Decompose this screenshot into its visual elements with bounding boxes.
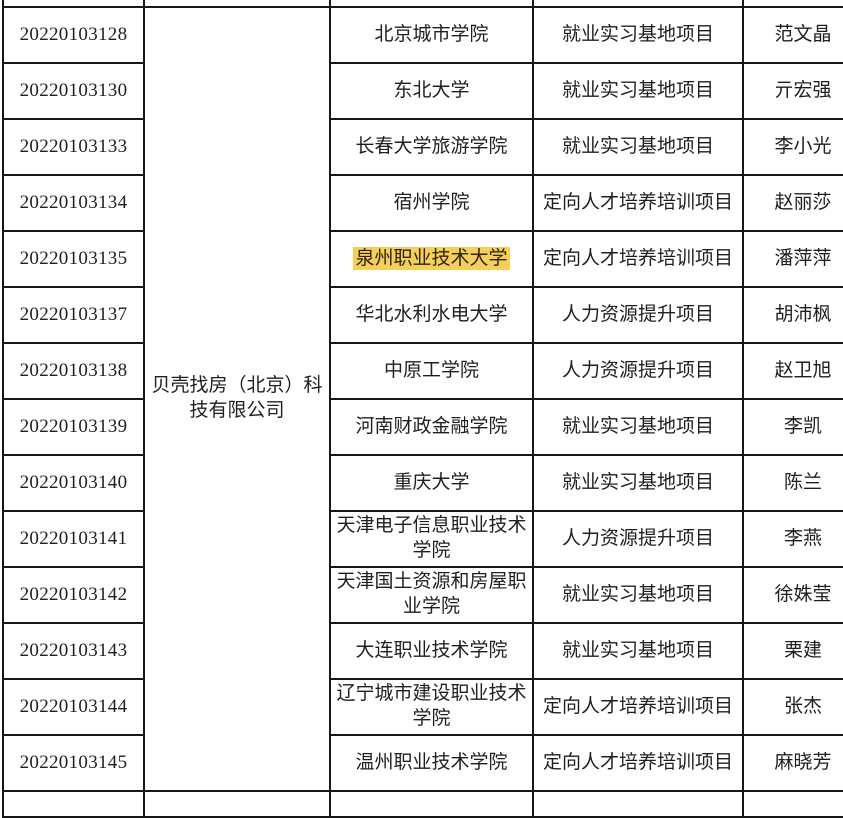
school-cell: 宿州学院 [329,174,534,232]
id-cell: 20220103135 [2,230,145,288]
project-cell: 定向人才培养培训项目 [532,678,744,736]
id-cell: 20220103144 [2,678,145,736]
table-row: 20220103130 东北大学 就业实习基地项目 亓宏强 [2,62,843,120]
contact-cell: 亓宏强 [742,62,843,120]
school-cell: 温州职业技术学院 [329,734,534,792]
id-cell: 20220103141 [2,510,145,568]
contact-cell: 张杰 [742,678,843,736]
table-row: 20220103142 天津国土资源和房屋职业学院 就业实习基地项目 徐姝莹 [2,566,843,624]
id-cell: 20220103128 [2,6,145,64]
contact-cell: 栗建 [742,622,843,680]
school-cell: 中原工学院 [329,342,534,400]
school-cell: 河南财政金融学院 [329,398,534,456]
empty-cell [143,790,331,818]
id-cell: 20220103130 [2,62,145,120]
id-cell: 20220103137 [2,286,145,344]
project-cell: 就业实习基地项目 [532,6,744,64]
table-row: 20220103137 华北水利水电大学 人力资源提升项目 胡沛枫 [2,286,843,344]
table-row: 20220103128 贝壳找房（北京）科技有限公司 北京城市学院 就业实习基地… [2,6,843,792]
empty-cell [329,0,534,8]
empty-cell [532,0,744,8]
table-row: 20220103139 河南财政金融学院 就业实习基地项目 李凯 [2,398,843,456]
school-cell: 辽宁城市建设职业技术学院 [329,678,534,736]
empty-cell [532,790,744,818]
id-cell: 20220103140 [2,454,145,512]
id-cell: 20220103138 [2,342,145,400]
table-row: 20220103133 长春大学旅游学院 就业实习基地项目 李小光 [2,118,843,176]
school-cell: 天津国土资源和房屋职业学院 [329,566,534,624]
project-cell: 人力资源提升项目 [532,286,744,344]
contact-cell: 陈兰 [742,454,843,512]
empty-cell [2,0,145,8]
contact-cell: 麻晓芳 [742,734,843,792]
company-cell: 贝壳找房（北京）科技有限公司 [143,6,331,792]
table-row: 20220103143 大连职业技术学院 就业实习基地项目 栗建 [2,622,843,680]
id-cell: 20220103143 [2,622,145,680]
id-cell: 20220103142 [2,566,145,624]
highlighted-school-text: 泉州职业技术大学 [353,246,510,270]
school-cell: 东北大学 [329,62,534,120]
empty-cell [742,0,843,8]
table-row: 20220103141 天津电子信息职业技术学院 人力资源提升项目 李燕 [2,510,843,568]
project-cell: 就业实习基地项目 [532,566,744,624]
project-cell: 定向人才培养培训项目 [532,174,744,232]
project-cell: 人力资源提升项目 [532,342,744,400]
school-cell: 长春大学旅游学院 [329,118,534,176]
school-cell: 大连职业技术学院 [329,622,534,680]
table-row: 20220103134 宿州学院 定向人才培养培训项目 赵丽莎 [2,174,843,232]
table-row: 20220103135 泉州职业技术大学 定向人才培养培训项目 潘萍萍 [2,230,843,288]
project-cell: 就业实习基地项目 [532,398,744,456]
contact-cell: 胡沛枫 [742,286,843,344]
project-cell: 定向人才培养培训项目 [532,734,744,792]
project-cell: 人力资源提升项目 [532,510,744,568]
id-cell: 20220103134 [2,174,145,232]
table-row: 20220103140 重庆大学 就业实习基地项目 陈兰 [2,454,843,512]
contact-cell: 潘萍萍 [742,230,843,288]
empty-cell [143,0,331,8]
project-cell: 就业实习基地项目 [532,62,744,120]
project-cell: 定向人才培养培训项目 [532,230,744,288]
contact-cell: 范文晶 [742,6,843,64]
id-cell: 20220103139 [2,398,145,456]
contact-cell: 徐姝莹 [742,566,843,624]
contact-cell: 李燕 [742,510,843,568]
project-cell: 就业实习基地项目 [532,454,744,512]
project-cell: 就业实习基地项目 [532,622,744,680]
table-row-partial-top [2,0,843,8]
table-row: 20220103145 温州职业技术学院 定向人才培养培训项目 麻晓芳 [2,734,843,792]
table-row-partial-bottom [2,790,843,818]
school-cell: 泉州职业技术大学 [329,230,534,288]
school-cell: 重庆大学 [329,454,534,512]
empty-cell [742,790,843,818]
contact-cell: 赵丽莎 [742,174,843,232]
school-cell: 华北水利水电大学 [329,286,534,344]
contact-cell: 赵卫旭 [742,342,843,400]
contact-cell: 李凯 [742,398,843,456]
empty-cell [2,790,145,818]
contact-cell: 李小光 [742,118,843,176]
empty-cell [329,790,534,818]
id-cell: 20220103133 [2,118,145,176]
school-cell: 天津电子信息职业技术学院 [329,510,534,568]
table-row: 20220103144 辽宁城市建设职业技术学院 定向人才培养培训项目 张杰 [2,678,843,736]
project-cell: 就业实习基地项目 [532,118,744,176]
table-row: 20220103138 中原工学院 人力资源提升项目 赵卫旭 [2,342,843,400]
id-cell: 20220103145 [2,734,145,792]
school-cell: 北京城市学院 [329,6,534,64]
